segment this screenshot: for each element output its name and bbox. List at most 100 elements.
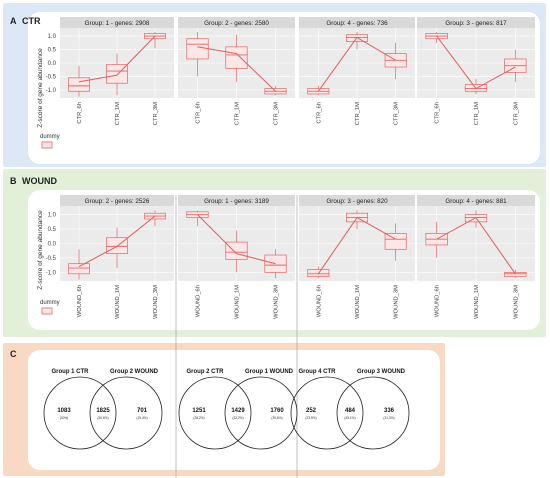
venn-overlap-count: 484	[345, 408, 356, 414]
y-tick-label: 0.5	[48, 227, 57, 233]
facet-strip	[60, 17, 174, 28]
venn-left-label: Group 2 CTR	[187, 369, 225, 375]
box-plot	[186, 38, 209, 60]
box-plot	[68, 77, 90, 92]
venn-circle-right	[336, 376, 410, 450]
y-tick-label: 1.0	[48, 213, 57, 219]
trend-line	[317, 36, 396, 92]
facet-strip-label: Group: 2 - genes: 2580	[204, 20, 269, 27]
facet-strip	[178, 17, 295, 28]
x-tick-label: WOUND_1M	[235, 285, 241, 319]
x-tick-label: CTR_1M	[115, 102, 121, 125]
trend-line	[197, 214, 276, 265]
y-tick-label: -1.0	[46, 88, 57, 94]
x-tick-label: WOUND_6h	[77, 285, 83, 317]
venn-overlap-percent: (32,2%)	[232, 416, 243, 420]
x-tick-label: WOUND_6h	[435, 285, 441, 317]
venn-right-percent: (19,4%)	[136, 416, 147, 420]
facet-strip	[417, 17, 535, 28]
facet-strip-label: Group: 3 - genes: 817	[445, 20, 507, 27]
x-tick-label: WOUND_1M	[474, 285, 480, 319]
venn-left-count: 1251	[192, 408, 206, 414]
box-plot	[68, 263, 90, 275]
box-plot	[384, 233, 407, 250]
venn-overlap-count: 1429	[231, 408, 245, 414]
venn-left-percent: (30%)	[60, 416, 69, 420]
facet-strip-label: Group: 4 - genes: 736	[326, 20, 388, 27]
trend-line	[436, 216, 516, 275]
venn-right-label: Group 3 WOUND	[357, 369, 406, 375]
x-tick-label: WOUND_1M	[115, 285, 121, 319]
x-tick-label: CTR_1M	[474, 102, 480, 125]
x-tick-label: WOUND_3M	[394, 285, 400, 319]
box-plot	[504, 271, 527, 278]
venn-right-count: 1760	[270, 408, 284, 414]
venn-circle-left	[43, 376, 117, 450]
facet-strip	[299, 17, 415, 28]
venn-left-percent: (23,5%)	[305, 416, 316, 420]
panel-c-letter: C	[10, 349, 17, 359]
y-tick-label: -0.5	[46, 74, 57, 80]
trend-line	[197, 46, 276, 92]
facet-strip-label: Group: 3 - genes: 820	[326, 198, 388, 205]
x-tick-label: CTR_3M	[513, 102, 519, 125]
panel-c-card	[28, 350, 440, 470]
venn-left-count: 1083	[57, 408, 71, 414]
x-tick-label: WOUND_6h	[316, 285, 322, 317]
venn-overlap-count: 1825	[96, 408, 110, 414]
venn-circle-left	[290, 376, 364, 450]
panel-b-letter: B	[10, 176, 17, 186]
facet-strip	[60, 195, 174, 206]
panel-a-ylabel: Z-score of gene abundance	[37, 48, 44, 128]
venn-overlap-percent: (45,1%)	[344, 416, 355, 420]
panel-b-title: WOUND	[22, 176, 57, 186]
x-tick-label: WOUND_3M	[153, 285, 159, 319]
x-tick-label: CTR_6h	[77, 102, 83, 124]
venn-left-count: 252	[306, 408, 317, 414]
venn-overlap-percent: (50,6%)	[97, 416, 108, 420]
trend-line	[436, 35, 516, 90]
venn-right-percent: (31,3%)	[383, 416, 394, 420]
facet-strip-label: Group: 4 - genes: 881	[445, 198, 507, 205]
venn-circle-right	[224, 376, 298, 450]
venn-right-count: 701	[137, 408, 148, 414]
x-tick-label: CTR_6h	[316, 102, 322, 124]
x-tick-label: CTR_1M	[355, 102, 361, 125]
x-tick-label: CTR_6h	[196, 102, 202, 124]
x-tick-label: CTR_3M	[153, 102, 159, 125]
trend-line	[78, 35, 156, 83]
venn-left-label: Group 1 CTR	[52, 369, 90, 375]
venn-circle-right	[89, 376, 163, 450]
venn-left-label: Group 4 CTR	[299, 369, 337, 375]
panel-b-ylabel: Z-score of gene abundance	[37, 210, 44, 290]
y-tick-label: 0.0	[48, 242, 57, 248]
facet-strip	[299, 195, 415, 206]
panel-a-title: CTR	[22, 16, 41, 26]
facet-strip-label: Group: 1 - genes: 3189	[204, 198, 269, 205]
facet-strip-label: Group: 1 - genes: 2908	[85, 20, 150, 27]
venn-right-label: Group 1 WOUND	[245, 369, 294, 375]
trend-line	[78, 215, 156, 268]
panel-a-legend-key	[41, 141, 53, 149]
venn-right-percent: (39,6%)	[271, 416, 282, 420]
x-tick-label: WOUND_1M	[355, 285, 361, 319]
y-tick-label: -0.5	[46, 256, 57, 262]
panel-b-legend-title: dummy	[40, 300, 60, 306]
panel-b-legend-key	[41, 307, 53, 315]
y-tick-label: 0.5	[48, 48, 57, 54]
panel-a-letter: A	[10, 16, 17, 26]
venn-circle-left	[178, 376, 252, 450]
facet-strip	[178, 195, 295, 206]
y-tick-label: -1.0	[46, 270, 57, 276]
x-tick-label: CTR_3M	[394, 102, 400, 125]
box-plot	[225, 241, 248, 260]
y-tick-label: 0.0	[48, 61, 57, 67]
trend-line	[317, 216, 396, 275]
x-tick-label: CTR_6h	[435, 102, 441, 124]
x-tick-label: WOUND_3M	[274, 285, 280, 319]
venn-right-label: Group 2 WOUND	[110, 369, 159, 375]
y-tick-label: 1.0	[48, 34, 57, 40]
x-tick-label: WOUND_6h	[196, 285, 202, 317]
venn-left-percent: (28,2%)	[193, 416, 204, 420]
